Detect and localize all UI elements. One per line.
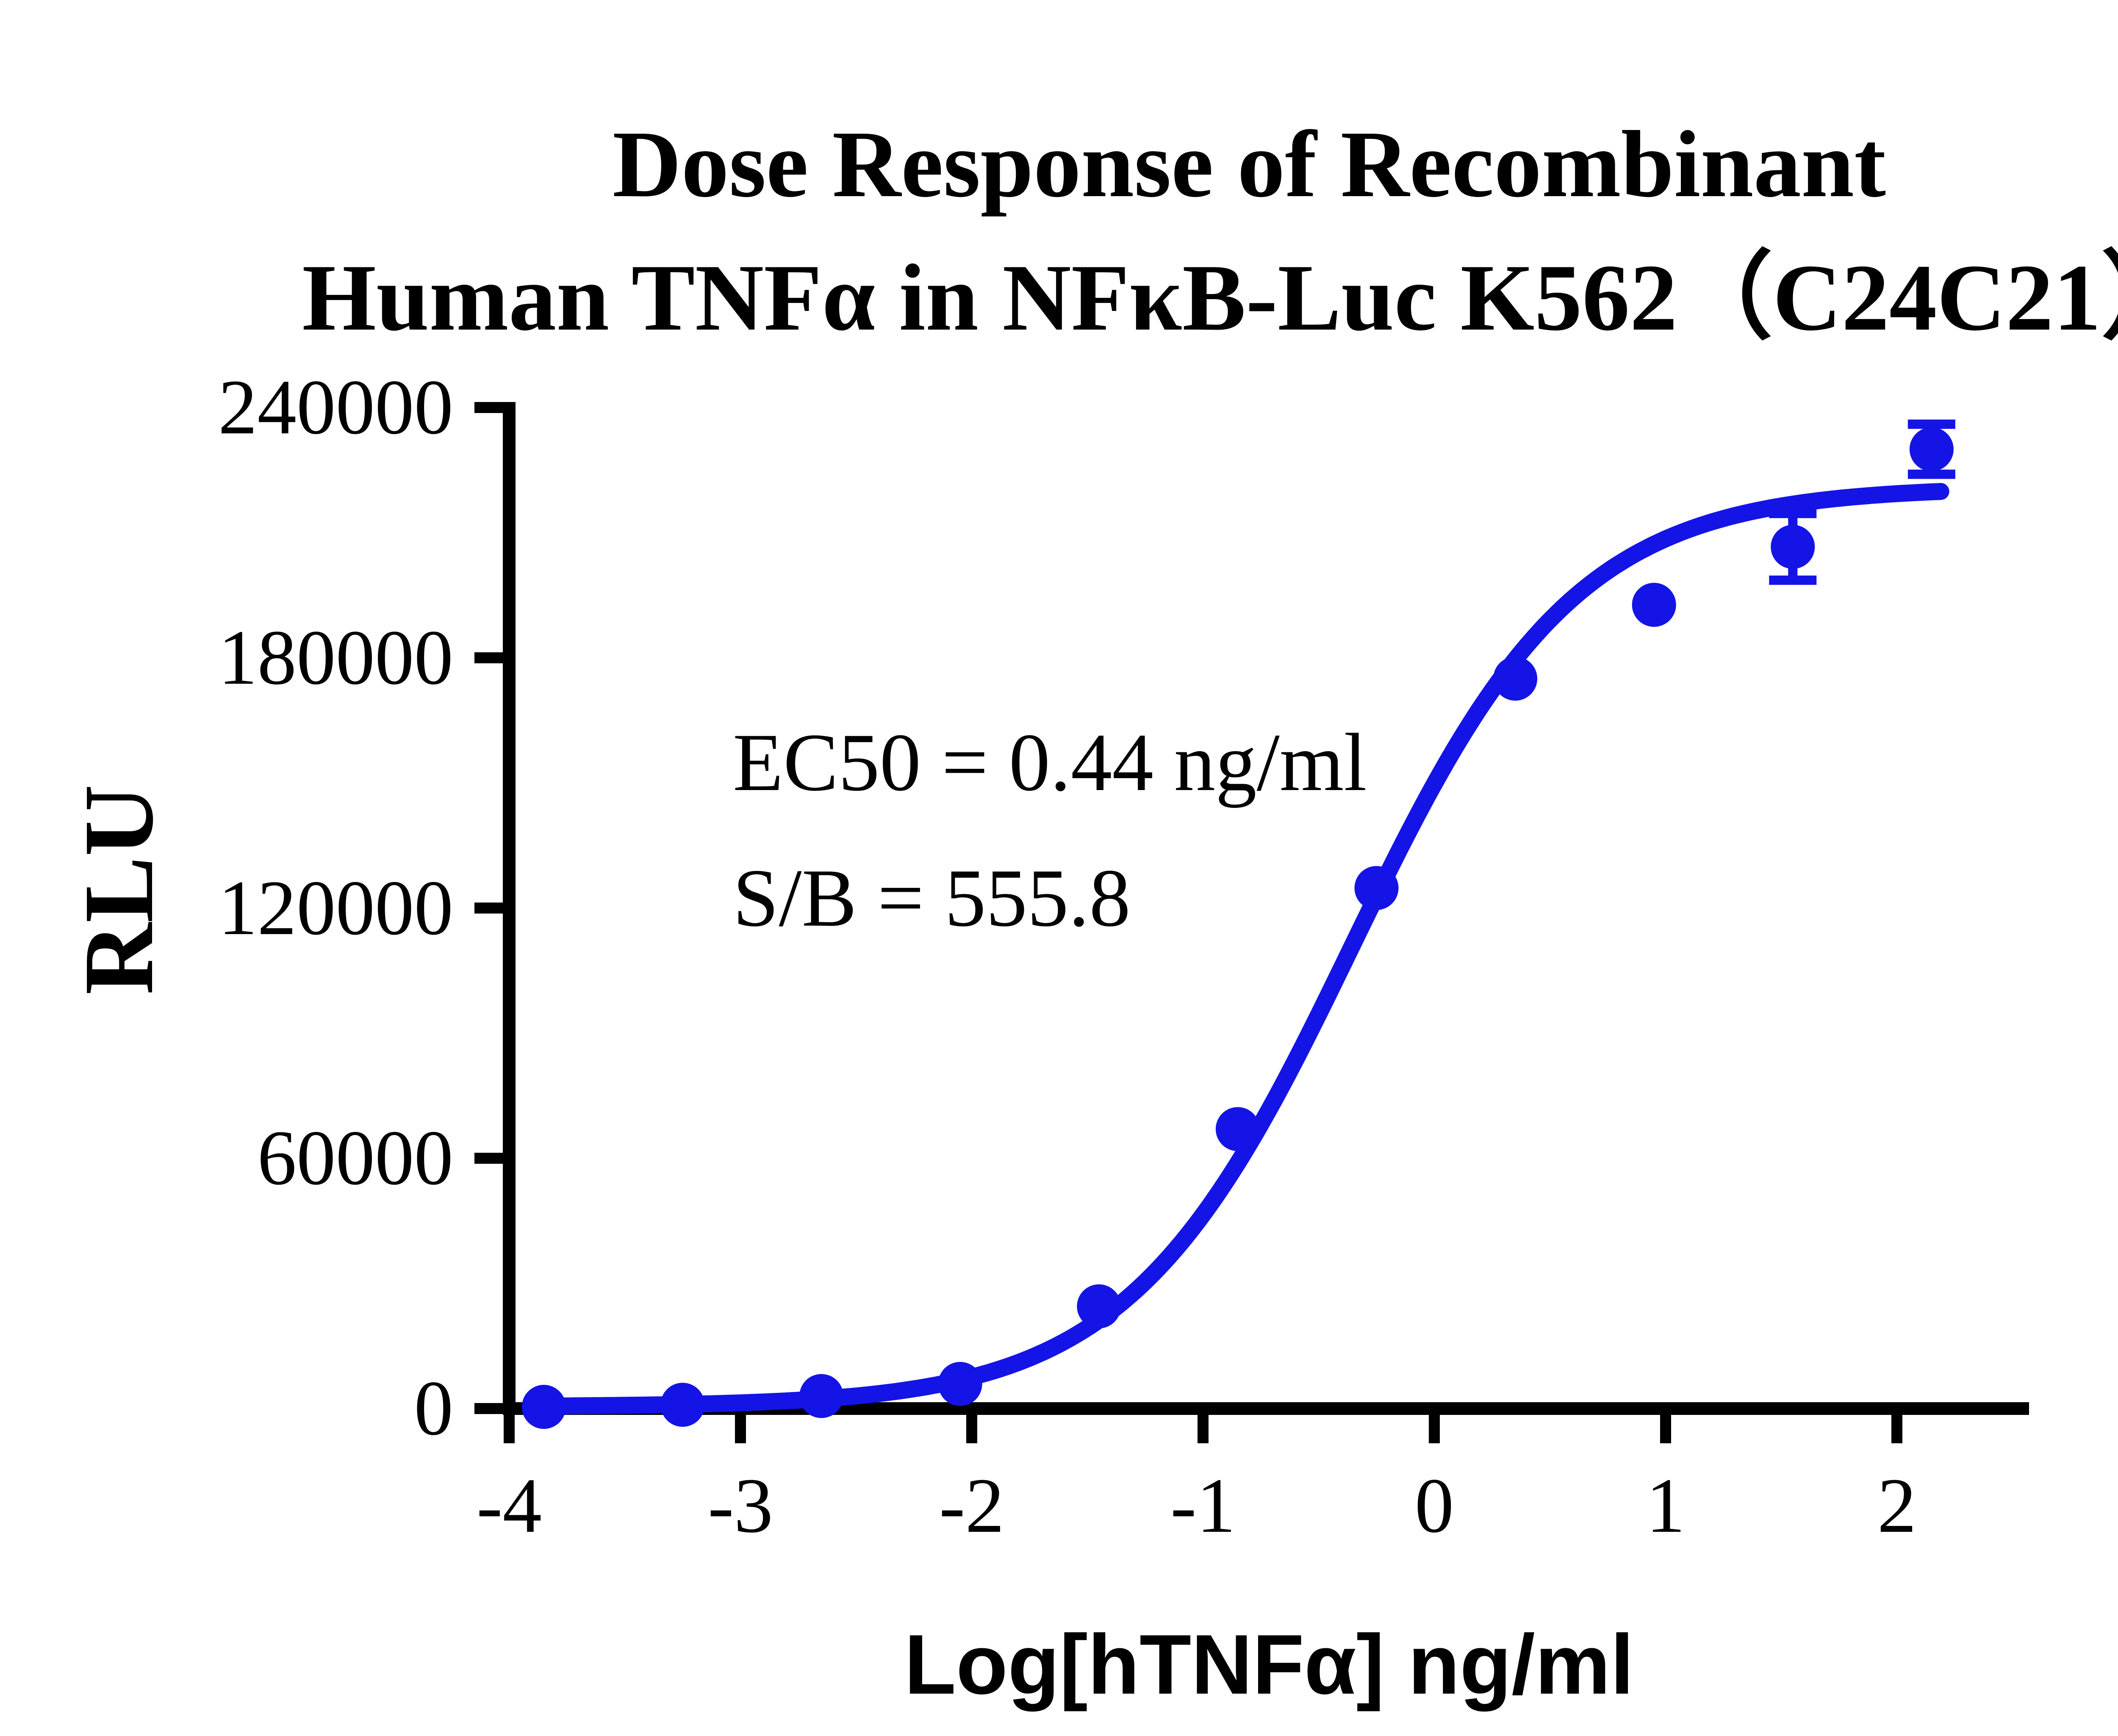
x-tick-label-1: 1: [1646, 1462, 1686, 1549]
y-tick-label-120000: 120000: [218, 864, 453, 951]
x-tick-label--3: -3: [707, 1462, 773, 1549]
x-tick: [735, 1415, 746, 1443]
error-bar-cap-top: [1907, 419, 1955, 429]
y-tick-label-240000: 240000: [218, 364, 453, 451]
data-point-2: [799, 1374, 844, 1418]
x-tick: [1891, 1415, 1902, 1443]
y-tick: [474, 652, 503, 663]
x-tick-label--2: -2: [939, 1462, 1005, 1549]
y-tick: [474, 1403, 503, 1414]
y-tick-label-0: 0: [414, 1365, 454, 1452]
data-point-3: [938, 1362, 982, 1406]
fit-curve: [531, 483, 1949, 1415]
data-point-5: [1215, 1107, 1260, 1151]
y-tick-label-60000: 60000: [257, 1115, 454, 1202]
x-tick: [1429, 1415, 1440, 1443]
fit-annotation: EC50 = 0.44 ng/ml S/B = 555.8: [733, 695, 1367, 966]
y-tick: [474, 1153, 503, 1164]
y-tick-label-180000: 180000: [218, 614, 453, 701]
ec50-text: EC50 = 0.44 ng/ml: [733, 717, 1367, 808]
x-tick-label--1: -1: [1170, 1462, 1236, 1549]
x-tick: [966, 1415, 977, 1443]
x-tick-label-2: 2: [1877, 1462, 1917, 1549]
x-tick: [504, 1415, 515, 1443]
chart-title-line1: Dose Response of Recombinant: [612, 111, 1886, 217]
sb-text: S/B = 555.8: [733, 852, 1131, 944]
y-axis-line: [503, 402, 516, 1415]
x-tick: [1660, 1415, 1671, 1443]
chart-title-line2: Human TNFα in NFκB-Luc K562（C24C21）: [302, 244, 2118, 350]
y-tick: [474, 902, 503, 914]
x-tick: [1198, 1415, 1209, 1443]
x-tick-label--4: -4: [476, 1462, 542, 1549]
data-point-6: [1354, 866, 1399, 910]
data-point-9: [1771, 524, 1815, 569]
data-point-8: [1632, 582, 1676, 627]
data-point-0: [521, 1385, 566, 1429]
data-point-7: [1493, 656, 1538, 701]
x-axis-label: Log[hTNFα] ng/ml: [904, 1617, 1634, 1712]
error-bar-cap-bottom: [1907, 469, 1955, 479]
error-bar-cap-bottom: [1769, 575, 1817, 585]
chart-title: Dose Response of Recombinant Human TNFα …: [237, 97, 2118, 364]
x-tick-label-0: 0: [1414, 1462, 1454, 1549]
data-point-10: [1909, 427, 1954, 471]
y-tick: [474, 402, 503, 413]
data-point-1: [660, 1383, 705, 1427]
data-point-4: [1077, 1284, 1121, 1328]
